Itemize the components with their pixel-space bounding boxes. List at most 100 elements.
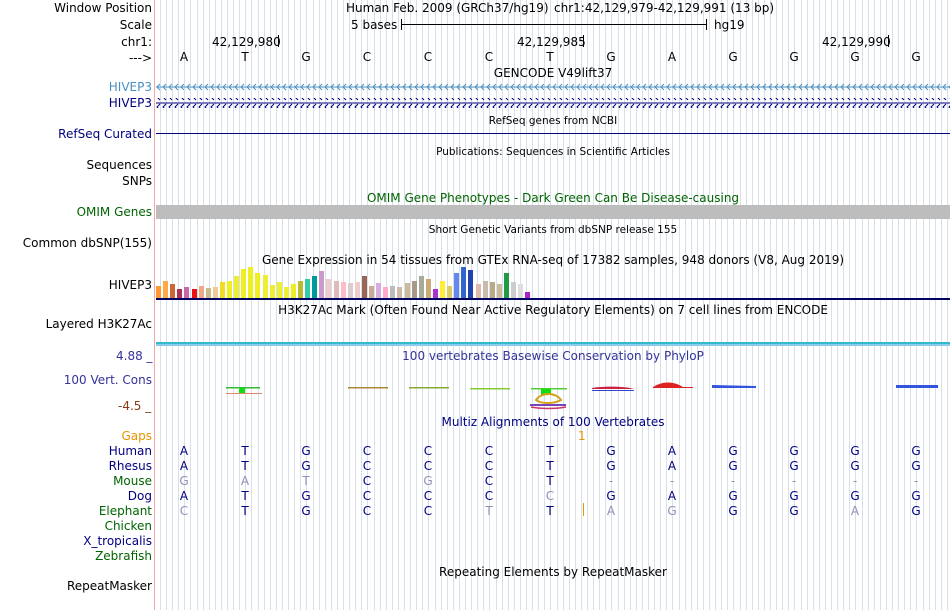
species-label[interactable]: Chicken <box>104 519 152 533</box>
gtex-tissue-bar[interactable] <box>234 276 240 298</box>
gtex-tissue-bar[interactable] <box>269 285 275 298</box>
gtex-tissue-bar[interactable] <box>397 287 403 298</box>
cons-mark <box>653 382 683 387</box>
h3k27ac-signal-layer[interactable] <box>156 344 950 346</box>
gtex-tissue-bar[interactable] <box>298 281 303 298</box>
gtex-tissue-bar[interactable] <box>184 287 190 298</box>
species-label[interactable]: Human <box>108 444 152 458</box>
dbsnp-label[interactable]: Common dbSNP(155) <box>22 236 152 250</box>
grid-line <box>605 0 606 610</box>
grid-line <box>386 0 387 610</box>
grid-line <box>740 0 741 610</box>
gtex-tissue-bar[interactable] <box>212 287 218 298</box>
gtex-tissue-bar[interactable] <box>404 283 410 298</box>
gtex-tissue-bar[interactable] <box>312 276 318 298</box>
scale-bar-right-tick <box>706 19 707 30</box>
gtex-tissue-bar[interactable] <box>461 267 467 298</box>
gtex-tissue-bar[interactable] <box>177 289 183 298</box>
h3k27ac-label[interactable]: Layered H3K27Ac <box>45 317 152 331</box>
gtex-tissue-bar[interactable] <box>432 289 438 298</box>
gtex-tissue-bar[interactable] <box>241 269 247 298</box>
gtex-tissue-bar[interactable] <box>319 271 325 298</box>
cons-wiggle-plot[interactable] <box>156 378 950 412</box>
alignment-base: A <box>667 489 677 503</box>
gtex-tissue-bar[interactable] <box>383 287 389 298</box>
gtex-tissue-bar[interactable] <box>376 283 382 298</box>
gtex-tissue-bar[interactable] <box>475 284 481 298</box>
gtex-tissue-bar[interactable] <box>205 288 211 298</box>
grid-line <box>636 0 637 610</box>
gtex-tissue-bar[interactable] <box>248 267 254 298</box>
gtex-tissue-bar[interactable] <box>411 281 417 298</box>
gtex-tissue-bar[interactable] <box>369 286 374 298</box>
gtex-tissue-bar[interactable] <box>276 282 282 298</box>
gtex-tissue-bar[interactable] <box>191 289 197 298</box>
snps-label[interactable]: SNPs <box>122 174 152 188</box>
cons-max-value: 4.88 _ <box>116 349 153 363</box>
omim-feature-bar[interactable] <box>156 205 950 219</box>
cons-mark <box>470 388 510 390</box>
gtex-tissue-bar[interactable] <box>305 279 311 298</box>
gtex-tissue-bar[interactable] <box>326 279 332 298</box>
species-label[interactable]: Mouse <box>113 474 152 488</box>
gtex-tissue-bar[interactable] <box>170 284 176 298</box>
gtex-tissue-bar[interactable] <box>418 276 424 298</box>
gtex-tissue-bar[interactable] <box>156 286 161 298</box>
gtex-tissue-bar[interactable] <box>290 284 296 298</box>
gtex-tissue-bar[interactable] <box>489 282 495 298</box>
gene-label-hivep3[interactable]: HIVEP3 <box>108 80 152 94</box>
alignment-base: A <box>667 444 677 458</box>
species-label[interactable]: X_tropicalis <box>83 534 152 548</box>
gtex-tissue-bar[interactable] <box>227 281 232 298</box>
gtex-tissue-bar[interactable] <box>454 273 460 298</box>
gtex-tissue-bar[interactable] <box>390 286 396 298</box>
grid-line <box>233 0 234 610</box>
gtex-tissue-bar[interactable] <box>440 281 445 298</box>
sequences-label[interactable]: Sequences <box>86 158 152 172</box>
gtex-tissue-bar[interactable] <box>163 281 169 298</box>
species-label[interactable]: Elephant <box>98 504 152 518</box>
alignment-base: T <box>302 474 310 488</box>
gtex-expression-bars[interactable] <box>156 267 950 298</box>
gtex-tissue-bar[interactable] <box>283 287 289 298</box>
grid-line <box>319 0 320 610</box>
refseq-gene-line[interactable] <box>156 133 950 134</box>
gtex-tissue-bar[interactable] <box>198 286 204 298</box>
alignment-base: C <box>484 474 494 488</box>
gene-label-hivep3[interactable]: HIVEP3 <box>108 96 152 110</box>
gtex-tissue-bar[interactable] <box>447 286 453 298</box>
repeatmasker-label[interactable]: RepeatMasker <box>66 579 152 593</box>
gtex-tissue-bar[interactable] <box>340 282 346 298</box>
gtex-tissue-bar[interactable] <box>503 273 509 298</box>
gencode-gene-models[interactable] <box>156 82 950 108</box>
gtex-gene-label[interactable]: HIVEP3 <box>108 278 152 292</box>
alignment-base: C <box>423 489 433 503</box>
grid-line <box>550 0 551 610</box>
omim-label[interactable]: OMIM Genes <box>76 205 152 219</box>
gtex-tissue-bar[interactable] <box>219 282 225 298</box>
refseq-label[interactable]: RefSeq Curated <box>58 127 152 141</box>
gtex-tissue-bar[interactable] <box>482 281 488 298</box>
gtex-tissue-bar[interactable] <box>518 284 524 298</box>
insertion-marker <box>583 503 584 516</box>
grid-line <box>794 0 795 610</box>
gtex-tissue-bar[interactable] <box>354 282 360 298</box>
cons-label[interactable]: 100 Vert. Cons <box>63 373 152 387</box>
gtex-tissue-bar[interactable] <box>347 283 353 298</box>
gtex-tissue-bar[interactable] <box>496 284 502 298</box>
species-label[interactable]: Dog <box>127 489 152 503</box>
gtex-tissue-bar[interactable] <box>333 281 339 298</box>
gaps-label[interactable]: Gaps <box>121 429 152 443</box>
gtex-tissue-bar[interactable] <box>511 282 516 298</box>
gtex-tissue-bar[interactable] <box>525 292 531 298</box>
gtex-tissue-bar[interactable] <box>425 279 431 298</box>
h3k27ac-signal[interactable] <box>156 342 950 344</box>
gtex-tissue-bar[interactable] <box>468 270 474 298</box>
species-label[interactable]: Rhesus <box>108 459 152 473</box>
gtex-tissue-bar[interactable] <box>255 273 261 298</box>
gtex-tissue-bar[interactable] <box>262 275 268 298</box>
gtex-tissue-bar[interactable] <box>361 276 367 298</box>
species-label[interactable]: Zebrafish <box>95 549 152 563</box>
grid-line <box>465 0 466 610</box>
grid-line <box>923 0 924 610</box>
